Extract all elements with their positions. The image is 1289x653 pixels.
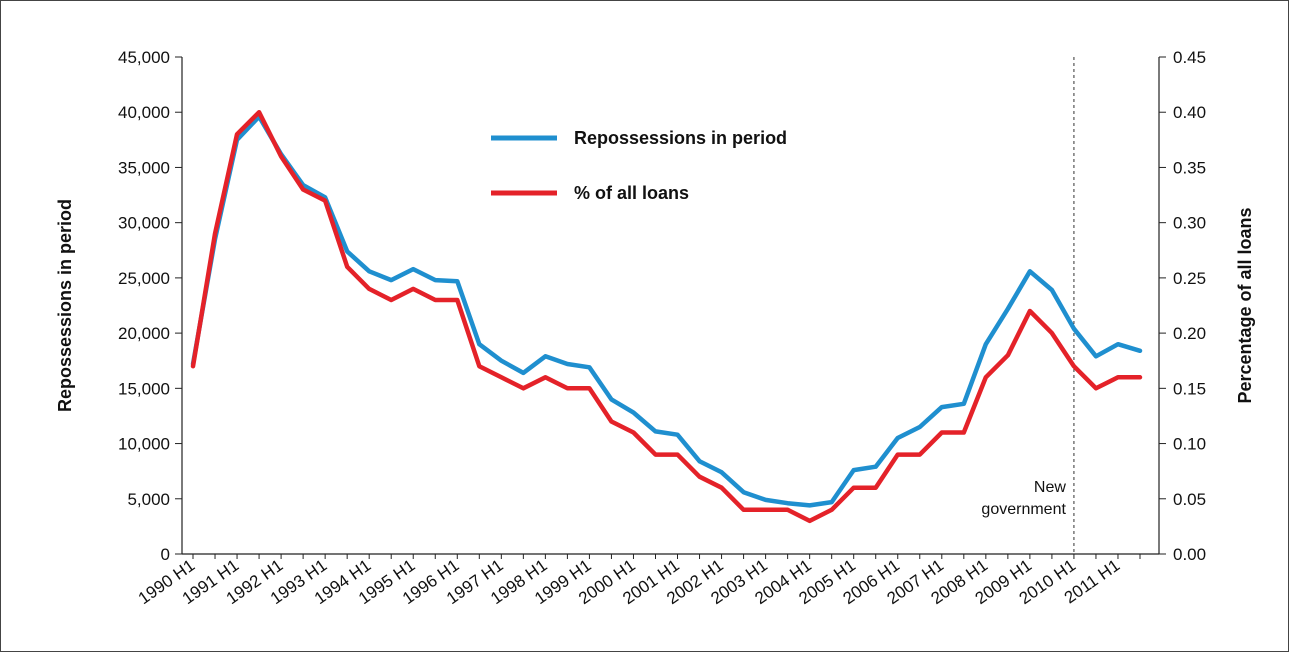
y-tick-label-left: 20,000: [118, 324, 170, 343]
y-tick-label-right: 0.30: [1173, 214, 1206, 233]
y-tick-label-left: 25,000: [118, 269, 170, 288]
series-line-1: [190, 114, 1143, 508]
axes: [175, 56, 1166, 559]
annotation-line-1: New: [1034, 479, 1066, 496]
y-tick-label-left: 45,000: [118, 48, 170, 67]
y-axis-right-title: Percentage of all loans: [1235, 207, 1255, 403]
y-tick-label-right: 0.15: [1173, 379, 1206, 398]
y-tick-label-left: 10,000: [118, 435, 170, 454]
y-tick-label-left: 40,000: [118, 103, 170, 122]
y-tick-label-right: 0.10: [1173, 435, 1206, 454]
annotation-line-2: government: [981, 501, 1066, 518]
y-tick-label-right: 0.05: [1173, 490, 1206, 509]
y-tick-label-left: 5,000: [127, 490, 170, 509]
annotation: New government: [981, 57, 1075, 554]
y-tick-label-left: 35,000: [118, 158, 170, 177]
y-tick-label-right: 0.35: [1173, 158, 1206, 177]
series-line-2: [190, 109, 1143, 524]
y-tick-label-right: 0.45: [1173, 48, 1206, 67]
y-axis-left-title: Repossessions in period: [55, 199, 75, 412]
y-tick-label-left: 0: [161, 545, 170, 564]
y-tick-label-left: 30,000: [118, 214, 170, 233]
legend-label-2: % of all loans: [574, 183, 689, 203]
y-tick-label-right: 0.20: [1173, 324, 1206, 343]
legend: Repossessions in period % of all loans: [491, 128, 787, 203]
y-tick-label-right: 0.40: [1173, 103, 1206, 122]
y-tick-label-right: 0.00: [1173, 545, 1206, 564]
series-lines: [190, 109, 1143, 524]
y-tick-label-right: 0.25: [1173, 269, 1206, 288]
legend-label-1: Repossessions in period: [574, 128, 787, 148]
y-tick-label-left: 15,000: [118, 379, 170, 398]
